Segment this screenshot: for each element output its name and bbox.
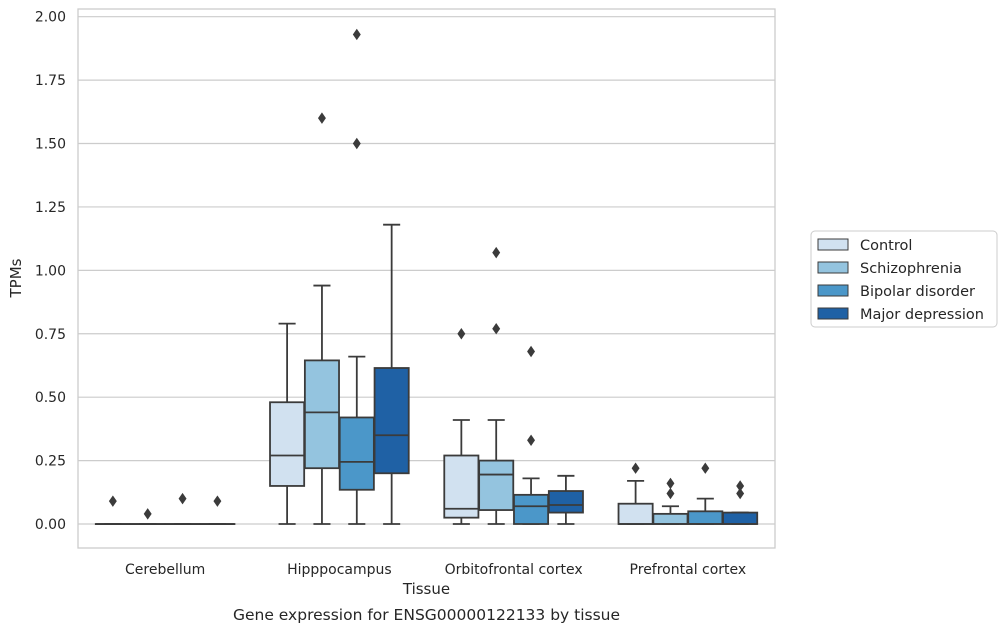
box-group — [443, 328, 480, 525]
legend-swatch — [817, 307, 849, 320]
legend-label: Control — [860, 238, 912, 254]
plot-frame — [77, 8, 776, 549]
box-group — [338, 28, 375, 525]
box — [687, 510, 724, 525]
legend-swatch — [817, 284, 849, 297]
y-tick-label: 0.50 — [35, 390, 66, 406]
outlier-point — [527, 434, 536, 447]
outlier-point — [492, 322, 501, 335]
y-tick-label: 2.00 — [35, 10, 66, 26]
grid-layer — [78, 16, 775, 525]
y-tick-label: 1.50 — [35, 137, 66, 153]
outlier-point — [736, 480, 745, 492]
x-tick-label: Orbitofrontal cortex — [445, 562, 583, 578]
box-group — [164, 492, 201, 526]
legend: Control Schizophrenia Bipolar disorder Majo… — [810, 230, 998, 328]
box-group — [199, 495, 236, 526]
legend-label: Major depression — [860, 307, 984, 323]
y-tick-label: 0.00 — [35, 517, 66, 533]
box — [338, 416, 375, 491]
box — [303, 359, 340, 470]
y-tick-label: 0.25 — [35, 454, 66, 470]
y-axis-title: TPMs — [7, 258, 25, 298]
x-axis-title: Tissue — [402, 580, 450, 598]
outlier-point — [213, 495, 222, 507]
box-group — [478, 246, 515, 525]
box — [269, 401, 306, 487]
box-group — [373, 223, 410, 525]
outlier-point — [666, 487, 675, 500]
y-tick-label: 0.75 — [35, 327, 66, 343]
box-group — [652, 477, 689, 525]
outlier-point — [352, 137, 361, 150]
box-group — [129, 508, 166, 526]
y-tick-label: 1.25 — [35, 200, 66, 216]
box-group — [303, 112, 340, 525]
outlier-point — [178, 492, 187, 505]
box-group — [617, 462, 654, 525]
box — [617, 502, 654, 525]
legend-label: Schizophrenia — [860, 261, 962, 277]
x-tick-labels: Cerebellum Hipppocampus Orbitofrontal cort… — [125, 562, 746, 578]
outlier-point — [701, 462, 710, 474]
boxes-layer — [94, 28, 759, 526]
y-tick-label: 1.00 — [35, 263, 66, 279]
outlier-point — [108, 495, 117, 507]
box-group — [269, 322, 306, 525]
box-group — [94, 495, 131, 526]
y-tick-labels: 0.00 0.25 0.50 0.75 1.00 1.25 1.50 1.75 2.00 — [35, 10, 66, 533]
outlier-point — [317, 112, 326, 124]
x-tick-label: Prefrontal cortex — [630, 562, 747, 578]
outlier-point — [457, 328, 466, 340]
y-tick-label: 1.75 — [35, 73, 66, 89]
box-group — [687, 462, 724, 525]
legend-label: Bipolar disorder — [860, 284, 975, 300]
outlier-point — [527, 345, 536, 358]
box — [652, 512, 689, 525]
box — [513, 493, 550, 525]
box-group — [513, 345, 550, 525]
legend-swatch — [817, 238, 849, 251]
box-group — [722, 480, 759, 525]
box — [722, 511, 759, 525]
outlier-point — [352, 28, 361, 41]
box — [373, 367, 410, 475]
box-group — [547, 474, 584, 525]
x-tick-label: Hipppocampus — [287, 562, 392, 578]
box — [478, 459, 515, 511]
outlier-point — [631, 462, 640, 474]
legend-swatch — [817, 261, 849, 274]
chart-caption: Gene expression for ENSG00000122133 by t… — [232, 606, 621, 624]
legend-frame — [810, 230, 998, 328]
x-tick-label: Cerebellum — [125, 562, 205, 578]
outlier-point — [736, 487, 745, 500]
box — [547, 490, 584, 514]
outlier-point — [143, 508, 152, 520]
outlier-point — [666, 477, 675, 490]
outlier-point — [492, 246, 501, 259]
